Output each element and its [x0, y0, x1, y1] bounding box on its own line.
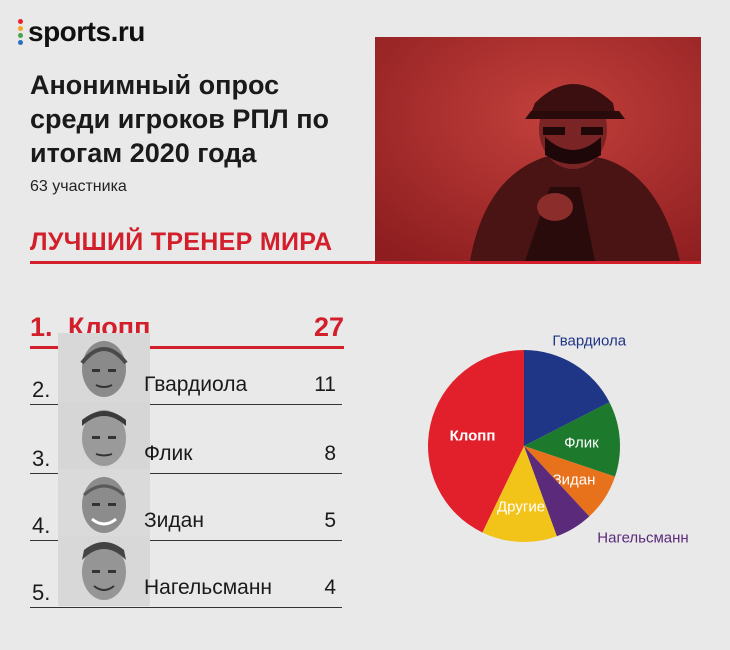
divider [30, 261, 701, 264]
pie-slice-label: Нагельсманн [597, 529, 688, 546]
pie-slice [482, 446, 557, 542]
coach-name: Гвардиола [144, 373, 248, 396]
pie-slice [427, 350, 524, 533]
coach-name: Зидан [144, 509, 204, 532]
vote-count: 4 [324, 576, 336, 599]
row-divider [30, 606, 342, 608]
rank-number: 4. [32, 513, 51, 538]
pie-slice [524, 402, 620, 477]
logo-dot [18, 33, 23, 38]
vote-count: 11 [314, 373, 336, 396]
pie-slice-label: Другие [497, 498, 545, 515]
pie-slice [524, 446, 616, 517]
pie-slice [524, 446, 590, 537]
coach-portrait-image [58, 536, 150, 606]
ranking-row: 2. Гвардиола 11 [30, 333, 342, 405]
divider [30, 346, 344, 349]
ranking-row: 3. Флик 8 [30, 402, 342, 474]
logo-dot [18, 40, 23, 45]
rank-number: 1. [30, 312, 53, 342]
rank-number: 5. [32, 580, 51, 605]
brand-name: sports.ru [28, 16, 145, 47]
coach-portrait-image [58, 333, 150, 403]
ranking-row-first: 1. Клопп 27 [30, 312, 346, 348]
vote-count: 27 [313, 312, 344, 342]
section-title: ЛУЧШИЙ ТРЕНЕР МИРА [30, 228, 333, 256]
coach-portrait-image [58, 402, 150, 472]
row-divider [30, 403, 342, 405]
vote-count: 5 [324, 509, 336, 532]
participants-count: 63 участника [30, 178, 127, 195]
coach-silhouette-image [375, 37, 701, 261]
coach-name: Нагельсманн [144, 576, 273, 599]
sports-ru-logo: sports.ru [18, 16, 145, 48]
pie-slice [524, 350, 610, 446]
row-divider [30, 472, 342, 474]
ranking-row: 5. Нагельсманн 4 [30, 536, 342, 608]
headline: Анонимный опрос среди игроков РПЛ по ито… [30, 70, 330, 168]
pie-slice-label: Гвардиола [552, 333, 626, 350]
logo-dot [18, 26, 23, 31]
logo-dot [18, 19, 23, 24]
coach-photo [375, 37, 701, 261]
row-divider [30, 539, 342, 541]
logo-dots-icon [18, 19, 23, 45]
vote-count: 8 [324, 442, 336, 465]
pie-slice-label: Флик [564, 435, 599, 452]
ranking-row: 4. Зидан 5 [30, 469, 342, 541]
pie-slice-label: Клопп [450, 427, 496, 444]
coach-portrait-image [58, 469, 150, 539]
coach-name: Флик [144, 442, 193, 465]
rank-number: 3. [32, 446, 51, 471]
pie-chart: Гвардиола Флик Зидан Нагельсманн Другие Клопп [427, 333, 689, 546]
pie-slice-label: Зидан [553, 471, 596, 488]
rank-number: 2. [32, 377, 51, 402]
